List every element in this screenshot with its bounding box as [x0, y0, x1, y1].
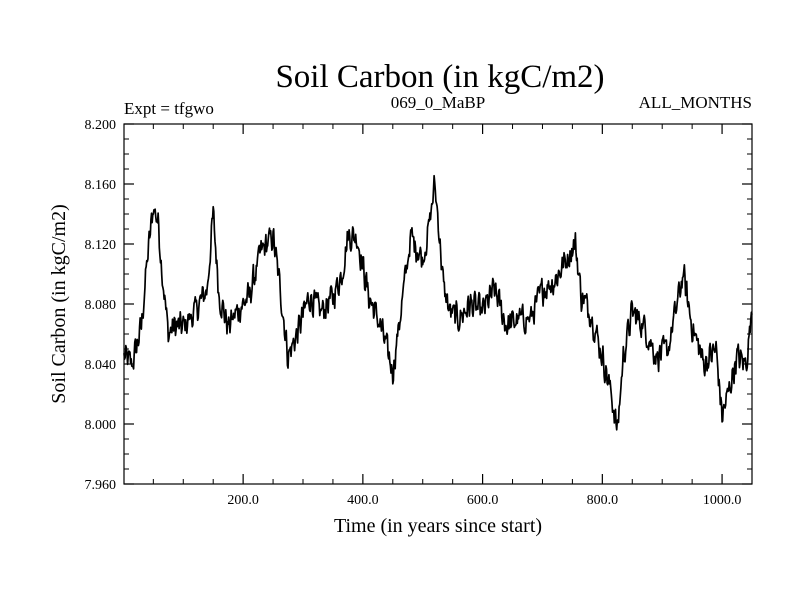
y-tick-label: 8.160: [85, 178, 117, 193]
x-axis-label: Time (in years since start): [334, 515, 542, 537]
x-tick-label: 400.0: [347, 493, 379, 508]
subtitle-period: 069_0_MaBP: [391, 93, 485, 112]
x-tick-label: 200.0: [227, 493, 259, 508]
y-tick-label: 8.080: [85, 298, 117, 313]
series-layer: [123, 174, 753, 431]
y-tick-label: 8.000: [85, 418, 117, 433]
chart-title: Soil Carbon (in kgC/m2): [275, 59, 604, 95]
plot-frame: [123, 123, 753, 485]
subtitle-months: ALL_MONTHS: [639, 93, 752, 112]
series-line-soil-carbon: [123, 174, 753, 431]
x-tick-label: 800.0: [587, 493, 619, 508]
y-axis-label: Soil Carbon (in kgC/m2): [48, 204, 70, 403]
y-tick-label: 7.960: [85, 478, 117, 493]
subtitle-experiment: Expt = tfgwo: [124, 99, 214, 118]
ticks-layer: 200.0 400.0 600.0 800.0 1000.0 7.960 8.000 8.04…: [85, 118, 752, 508]
y-tick-label: 8.120: [85, 238, 117, 253]
x-tick-label: 600.0: [467, 493, 499, 508]
y-tick-label: 8.200: [85, 118, 117, 133]
x-tick-label: 1000.0: [703, 493, 742, 508]
y-tick-label: 8.040: [85, 358, 117, 373]
